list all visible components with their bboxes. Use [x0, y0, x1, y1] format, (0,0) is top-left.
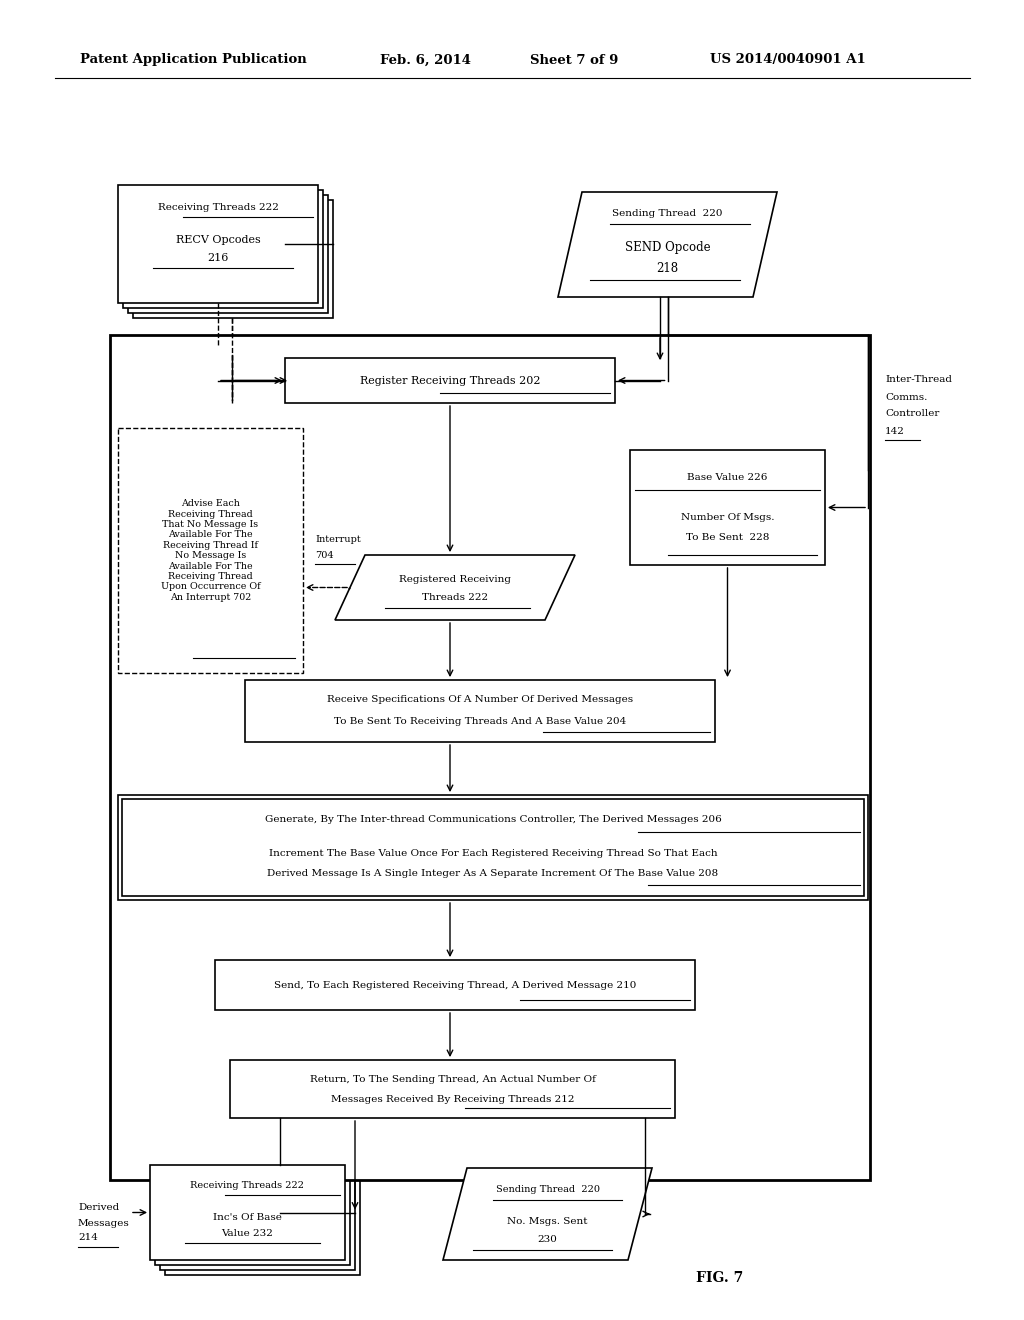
Bar — [285, 358, 615, 403]
Text: To Be Sent  228: To Be Sent 228 — [686, 533, 769, 543]
Text: Derived Message Is A Single Integer As A Separate Increment Of The Base Value 20: Derived Message Is A Single Integer As A… — [267, 869, 719, 878]
Text: US 2014/0040901 A1: US 2014/0040901 A1 — [710, 54, 865, 66]
Bar — [245, 680, 715, 742]
Bar — [133, 201, 333, 318]
Text: Sending Thread  220: Sending Thread 220 — [496, 1185, 599, 1195]
Text: Messages Received By Receiving Threads 212: Messages Received By Receiving Threads 2… — [331, 1096, 574, 1105]
Text: To Be Sent To Receiving Threads And A Base Value 204: To Be Sent To Receiving Threads And A Ba… — [334, 718, 626, 726]
Bar — [215, 960, 695, 1010]
Polygon shape — [335, 554, 575, 620]
Bar — [230, 1060, 675, 1118]
Text: Receiving Threads 222: Receiving Threads 222 — [158, 202, 279, 211]
Bar — [118, 428, 303, 673]
Text: Inc's Of Base: Inc's Of Base — [213, 1213, 282, 1221]
Text: No. Msgs. Sent: No. Msgs. Sent — [507, 1217, 588, 1225]
Text: Sheet 7 of 9: Sheet 7 of 9 — [530, 54, 618, 66]
Text: Return, To The Sending Thread, An Actual Number Of: Return, To The Sending Thread, An Actual… — [309, 1076, 595, 1085]
Polygon shape — [443, 1168, 652, 1261]
Text: 230: 230 — [538, 1236, 557, 1245]
Text: Controller: Controller — [885, 409, 939, 418]
Text: Sending Thread  220: Sending Thread 220 — [612, 210, 723, 219]
Text: Inter-Thread: Inter-Thread — [885, 375, 952, 384]
Text: RECV Opcodes: RECV Opcodes — [176, 235, 260, 246]
Bar — [118, 795, 868, 900]
Text: Threads 222: Threads 222 — [422, 593, 488, 602]
Bar — [150, 1166, 345, 1261]
Text: Send, To Each Registered Receiving Thread, A Derived Message 210: Send, To Each Registered Receiving Threa… — [273, 981, 636, 990]
Text: Base Value 226: Base Value 226 — [687, 474, 768, 483]
Text: Advise Each
Receiving Thread
That No Message Is
Available For The
Receiving Thre: Advise Each Receiving Thread That No Mes… — [161, 499, 260, 602]
Bar — [165, 1180, 360, 1275]
Text: Feb. 6, 2014: Feb. 6, 2014 — [380, 54, 471, 66]
Text: Increment The Base Value Once For Each Registered Receiving Thread So That Each: Increment The Base Value Once For Each R… — [268, 849, 718, 858]
Bar — [123, 190, 323, 308]
Bar — [160, 1175, 355, 1270]
Text: 218: 218 — [656, 263, 679, 276]
Bar — [155, 1170, 350, 1265]
Bar — [122, 799, 864, 896]
Text: 216: 216 — [207, 253, 228, 263]
Text: Receiving Threads 222: Receiving Threads 222 — [190, 1180, 304, 1189]
Text: Generate, By The Inter-thread Communications Controller, The Derived Messages 20: Generate, By The Inter-thread Communicat… — [264, 816, 721, 825]
Text: Receive Specifications Of A Number Of Derived Messages: Receive Specifications Of A Number Of De… — [327, 696, 633, 705]
Text: 142: 142 — [885, 428, 905, 437]
Text: 214: 214 — [78, 1233, 98, 1242]
Bar — [128, 195, 328, 313]
Text: Number Of Msgs.: Number Of Msgs. — [681, 513, 774, 523]
Text: Interrupt: Interrupt — [315, 536, 360, 544]
Text: Messages: Messages — [78, 1218, 130, 1228]
Bar — [110, 335, 870, 1180]
Text: FIG. 7: FIG. 7 — [696, 1271, 743, 1284]
Text: Register Receiving Threads 202: Register Receiving Threads 202 — [359, 375, 541, 385]
Text: Derived: Derived — [78, 1204, 119, 1213]
Bar — [118, 185, 318, 304]
Polygon shape — [558, 191, 777, 297]
Text: Comms.: Comms. — [885, 392, 928, 401]
Text: Patent Application Publication: Patent Application Publication — [80, 54, 307, 66]
Text: SEND Opcode: SEND Opcode — [625, 240, 711, 253]
Text: Registered Receiving: Registered Receiving — [399, 576, 511, 583]
Text: 704: 704 — [315, 552, 334, 561]
Bar — [630, 450, 825, 565]
Text: Value 232: Value 232 — [221, 1229, 273, 1238]
